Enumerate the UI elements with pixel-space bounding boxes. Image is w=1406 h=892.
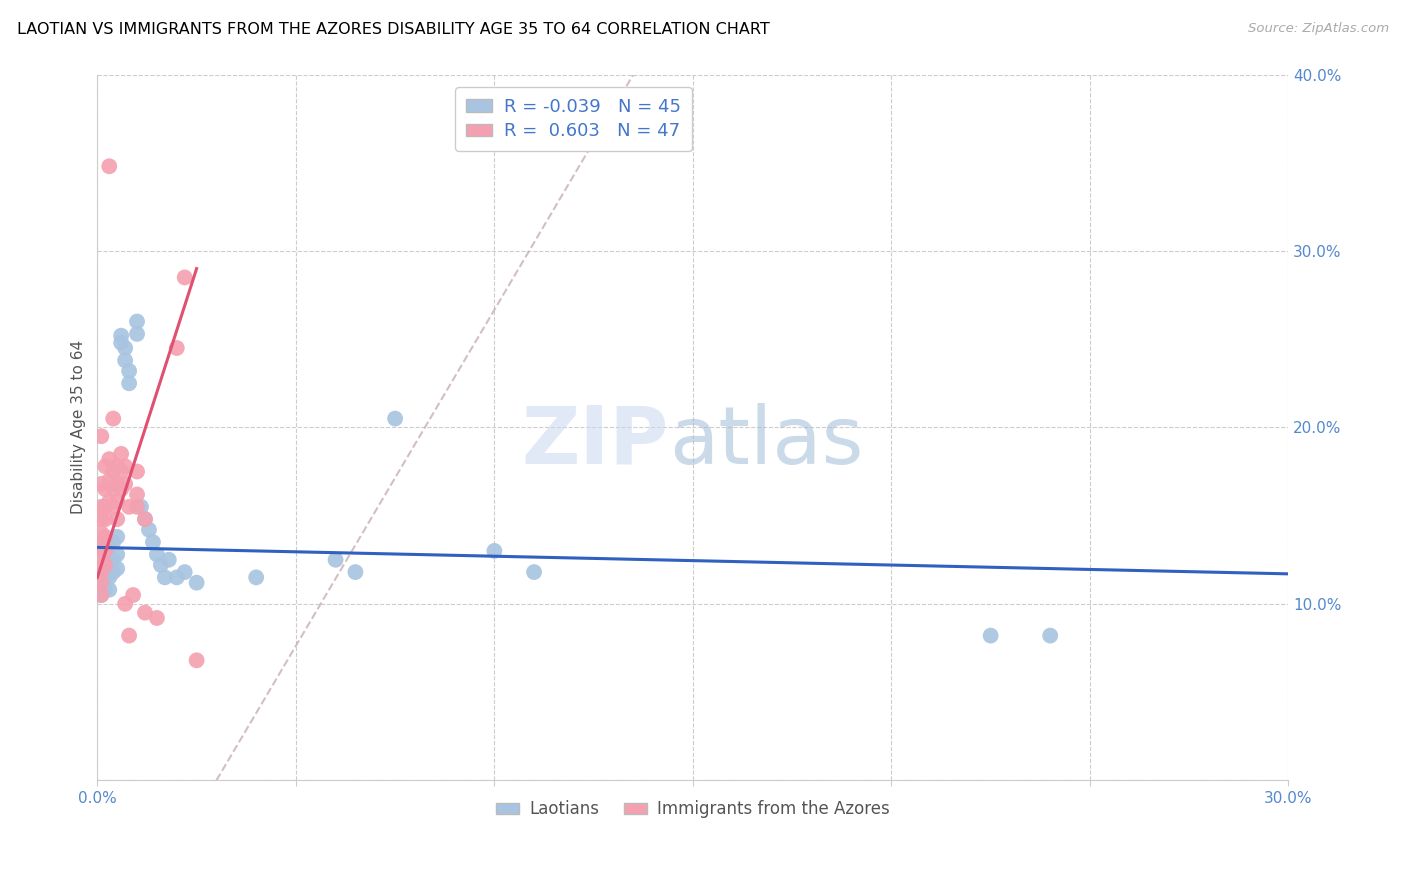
Point [103,565,125,579]
Point [114,353,136,368]
Point [94,548,117,562]
Point [98,494,121,508]
Point [157,553,180,567]
Point [94,582,117,597]
Point [98,159,121,173]
Text: Source: ZipAtlas.com: Source: ZipAtlas.com [1249,22,1389,36]
Point [129,500,152,514]
Point [94,558,117,572]
Point [90,535,112,549]
Point [173,565,195,579]
Point [90,575,112,590]
Point [125,326,148,341]
Point [105,494,128,508]
Point [523,565,546,579]
Point [173,270,195,285]
Point [90,500,112,514]
Point [110,482,132,496]
Point [90,575,112,590]
Point [98,558,121,572]
Point [103,535,125,549]
Point [110,465,132,479]
Point [384,411,406,425]
Point [122,588,145,602]
Point [149,558,172,572]
Point [118,364,141,378]
Y-axis label: Disability Age 35 to 64: Disability Age 35 to 64 [72,341,86,515]
Point [105,548,128,562]
Point [484,544,506,558]
Point [90,429,112,443]
Point [110,328,132,343]
Point [94,482,117,496]
Point [105,476,128,491]
Point [125,500,148,514]
Point [134,606,156,620]
Point [114,476,136,491]
Point [110,447,132,461]
Point [103,482,125,496]
Point [325,553,347,567]
Point [344,565,367,579]
Point [146,548,169,562]
Point [94,500,117,514]
Point [98,570,121,584]
Text: atlas: atlas [669,402,863,481]
Point [105,561,128,575]
Point [98,474,121,488]
Point [134,512,156,526]
Point [166,341,188,355]
Point [103,553,125,567]
Point [153,570,176,584]
Point [90,588,112,602]
Point [103,500,125,514]
Point [166,570,188,584]
Point [114,597,136,611]
Point [105,512,128,526]
Point [90,476,112,491]
Point [98,582,121,597]
Point [90,565,112,579]
Point [245,570,267,584]
Point [125,487,148,501]
Point [114,341,136,355]
Point [90,541,112,555]
Point [90,526,112,541]
Point [94,544,117,558]
Point [90,588,112,602]
Point [103,411,125,425]
Point [186,575,208,590]
Point [105,530,128,544]
Point [90,561,112,575]
Point [134,512,156,526]
Point [186,653,208,667]
Point [114,459,136,474]
Text: LAOTIAN VS IMMIGRANTS FROM THE AZORES DISABILITY AGE 35 TO 64 CORRELATION CHART: LAOTIAN VS IMMIGRANTS FROM THE AZORES DI… [17,22,769,37]
Point [142,535,165,549]
Point [118,376,141,391]
Point [94,570,117,584]
Legend: Laotians, Immigrants from the Azores: Laotians, Immigrants from the Azores [489,794,897,825]
Point [98,452,121,467]
Point [94,561,117,575]
Point [110,335,132,350]
Point [94,459,117,474]
Point [125,314,148,328]
Text: ZIP: ZIP [522,402,669,481]
Point [118,629,141,643]
Point [1039,629,1062,643]
Point [90,512,112,526]
Point [94,530,117,544]
Point [980,629,1002,643]
Point [103,465,125,479]
Point [118,500,141,514]
Point [105,459,128,474]
Point [94,512,117,526]
Point [125,465,148,479]
Point [98,541,121,555]
Point [90,553,112,567]
Point [146,611,169,625]
Point [138,523,160,537]
